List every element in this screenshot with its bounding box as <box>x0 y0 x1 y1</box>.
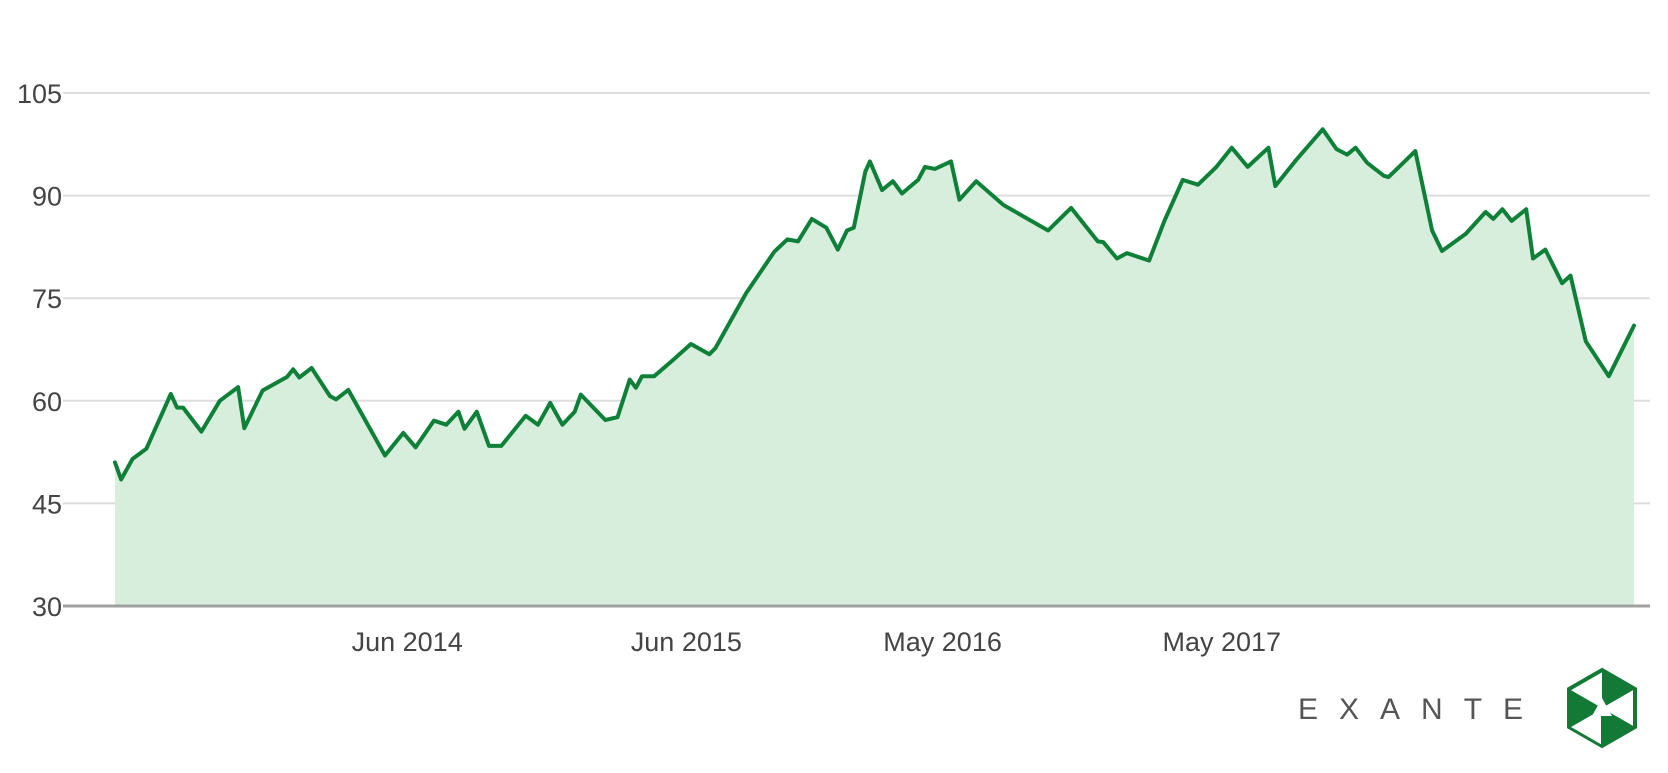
exante-hexagon-icon <box>1566 667 1637 749</box>
y-axis: 30 45 60 75 90 105 <box>17 79 62 622</box>
x-tick-label: May 2017 <box>1162 627 1281 657</box>
y-tick-label: 30 <box>32 592 62 622</box>
y-tick-label: 90 <box>32 182 62 212</box>
y-tick-label: 60 <box>32 387 62 417</box>
price-line <box>113 127 1636 482</box>
brand-name: EXANTE <box>1298 693 1544 726</box>
x-tick-label: Jun 2014 <box>352 627 463 657</box>
exante-logo: EXANTE <box>1298 667 1637 749</box>
y-tick-label: 105 <box>17 79 62 109</box>
x-tick-label: Jun 2015 <box>631 627 742 657</box>
y-tick-label: 45 <box>32 489 62 519</box>
price-area-fill <box>115 129 1634 607</box>
x-tick-label: May 2016 <box>883 627 1002 657</box>
y-tick-label: 75 <box>32 284 62 314</box>
x-axis: Jun 2014 Jun 2015 May 2016 May 2017 <box>352 627 1281 657</box>
